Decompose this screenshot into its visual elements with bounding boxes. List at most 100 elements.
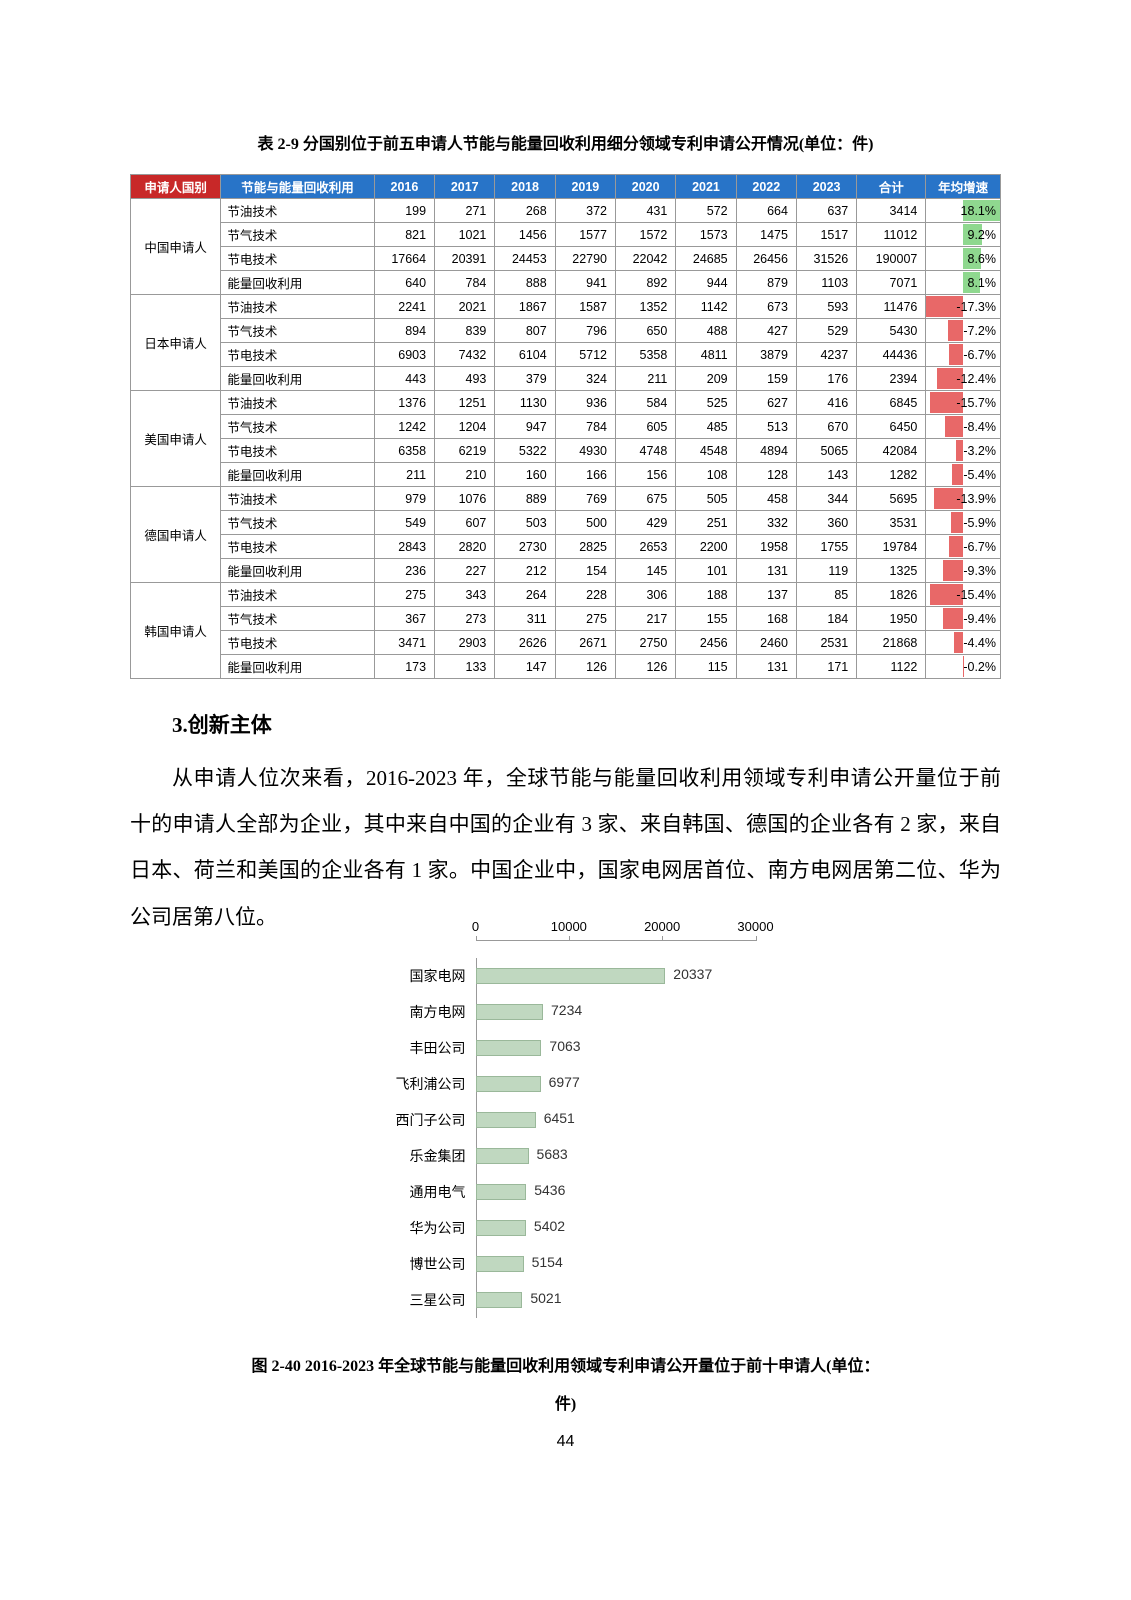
chart-row: 华为公司5402 [356,1210,776,1246]
value-cell: 650 [616,319,676,343]
value-cell: 4894 [736,439,796,463]
value-cell: 6219 [435,439,495,463]
value-cell: 416 [796,391,856,415]
value-cell: 372 [555,199,615,223]
axis-tick-label: 10000 [551,919,587,934]
value-cell: 493 [435,367,495,391]
value-cell: 5712 [555,343,615,367]
value-cell: 147 [495,655,555,679]
value-cell: 131 [736,559,796,583]
value-cell: 31526 [796,247,856,271]
value-cell: 1587 [555,295,615,319]
value-cell: 6450 [857,415,926,439]
value-cell: 4548 [676,439,736,463]
value-cell: 675 [616,487,676,511]
value-cell: 485 [676,415,736,439]
growth-cell: -9.4% [926,607,1001,631]
chart-row: 通用电气5436 [356,1174,776,1210]
value-cell: 894 [374,319,434,343]
value-cell: 5065 [796,439,856,463]
value-cell: 332 [736,511,796,535]
value-cell: 1573 [676,223,736,247]
value-cell: 6358 [374,439,434,463]
table-row: 韩国申请人节油技术275343264228306188137851826-15.… [131,583,1001,607]
value-cell: 5695 [857,487,926,511]
table-row: 节气技术8948398077966504884275295430-7.2% [131,319,1001,343]
value-cell: 879 [736,271,796,295]
value-cell: 1242 [374,415,434,439]
value-cell: 769 [555,487,615,511]
value-cell: 673 [736,295,796,319]
value-cell: 324 [555,367,615,391]
value-cell: 2843 [374,535,434,559]
value-cell: 210 [435,463,495,487]
value-cell: 199 [374,199,434,223]
tech-cell: 节电技术 [221,247,374,271]
value-cell: 2531 [796,631,856,655]
value-cell: 664 [736,199,796,223]
value-cell: 888 [495,271,555,295]
value-cell: 1867 [495,295,555,319]
value-cell: 2460 [736,631,796,655]
growth-cell: -9.3% [926,559,1001,583]
chart-row: 乐金集团5683 [356,1138,776,1174]
value-cell: 173 [374,655,434,679]
value-cell: 505 [676,487,736,511]
value-cell: 1517 [796,223,856,247]
tech-cell: 节油技术 [221,199,374,223]
table-row: 节电技术690374326104571253584811387942374443… [131,343,1001,367]
value-cell: 1130 [495,391,555,415]
value-cell: 2021 [435,295,495,319]
value-cell: 126 [555,655,615,679]
value-cell: 306 [616,583,676,607]
tech-cell: 能量回收利用 [221,655,374,679]
value-cell: 115 [676,655,736,679]
value-cell: 4237 [796,343,856,367]
value-cell: 1076 [435,487,495,511]
growth-cell: -4.4% [926,631,1001,655]
value-cell: 627 [736,391,796,415]
chart-bar [476,1256,524,1272]
chart-category-label: 丰田公司 [356,1038,476,1058]
value-cell: 947 [495,415,555,439]
value-cell: 2626 [495,631,555,655]
section-heading: 3.创新主体 [130,709,1001,739]
value-cell: 108 [676,463,736,487]
table-row: 节气技术3672733112752171551681841950-9.4% [131,607,1001,631]
value-cell: 2903 [435,631,495,655]
patent-table: 申请人国别节能与能量回收利用20162017201820192020202120… [130,174,1001,679]
value-cell: 24453 [495,247,555,271]
body-paragraph: 从申请人位次来看，2016-2023 年，全球节能与能量回收利用领域专利申请公开… [130,755,1001,940]
tech-cell: 节油技术 [221,391,374,415]
country-cell: 日本申请人 [131,295,221,391]
chart-row: 西门子公司6451 [356,1102,776,1138]
table-header-cell: 年均增速 [926,175,1001,199]
chart-category-label: 南方电网 [356,1002,476,1022]
growth-cell: -15.4% [926,583,1001,607]
value-cell: 513 [736,415,796,439]
value-cell: 42084 [857,439,926,463]
value-cell: 209 [676,367,736,391]
chart-bar [476,1112,536,1128]
chart-bar [476,1220,526,1236]
value-cell: 3471 [374,631,434,655]
table-row: 能量回收利用1731331471261261151311711122-0.2% [131,655,1001,679]
value-cell: 892 [616,271,676,295]
value-cell: 21868 [857,631,926,655]
value-cell: 2671 [555,631,615,655]
value-cell: 176 [796,367,856,391]
chart-category-label: 华为公司 [356,1218,476,1238]
value-cell: 1826 [857,583,926,607]
growth-cell: -0.2% [926,655,1001,679]
chart-row: 国家电网20337 [356,958,776,994]
value-cell: 188 [676,583,736,607]
growth-cell: 9.2% [926,223,1001,247]
value-cell: 271 [435,199,495,223]
tech-cell: 能量回收利用 [221,271,374,295]
country-cell: 美国申请人 [131,391,221,487]
growth-cell: -15.7% [926,391,1001,415]
value-cell: 637 [796,199,856,223]
table-row: 节电技术176642039124453227902204224685264563… [131,247,1001,271]
value-cell: 458 [736,487,796,511]
growth-cell: -5.4% [926,463,1001,487]
